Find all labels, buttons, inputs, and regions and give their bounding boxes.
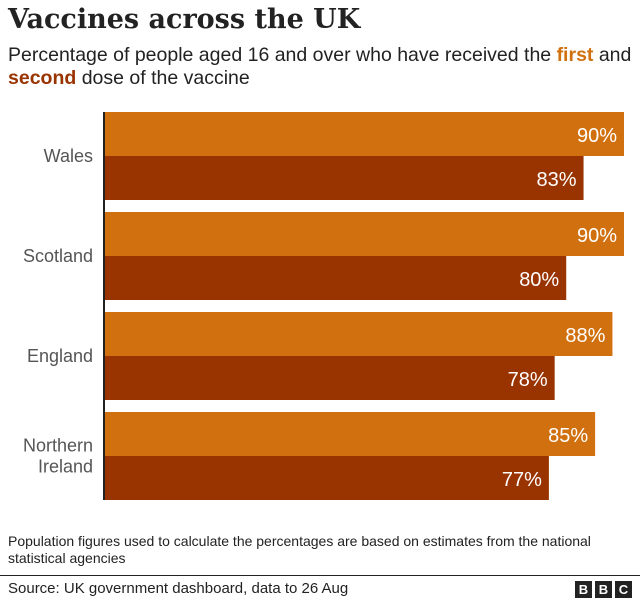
bar-first-dose bbox=[104, 212, 624, 256]
data-label: 77% bbox=[502, 469, 542, 491]
second-dose-key: second bbox=[8, 67, 77, 89]
data-label: 88% bbox=[565, 325, 605, 347]
data-label: 78% bbox=[508, 369, 548, 391]
subtitle-text-and: and bbox=[593, 44, 632, 66]
bar-second-dose bbox=[104, 256, 567, 300]
chart-subtitle: Percentage of people aged 16 and over wh… bbox=[8, 44, 633, 90]
logo-letter: B bbox=[575, 581, 592, 598]
category-label: Northern Ireland bbox=[23, 436, 93, 477]
category-label: Scotland bbox=[23, 246, 93, 266]
bar-second-dose bbox=[104, 456, 549, 500]
data-label: 80% bbox=[519, 269, 559, 291]
bar-first-dose bbox=[104, 412, 596, 456]
data-label: 85% bbox=[548, 425, 588, 447]
footnote: Population figures used to calculate the… bbox=[8, 533, 591, 566]
category-label: Wales bbox=[44, 146, 93, 166]
bbc-logo: B B C bbox=[575, 581, 632, 598]
bar-second-dose bbox=[104, 156, 584, 200]
bar-second-dose bbox=[104, 356, 555, 400]
data-label: 90% bbox=[577, 125, 617, 147]
bar-first-dose bbox=[104, 312, 613, 356]
logo-letter: C bbox=[615, 581, 632, 598]
first-dose-key: first bbox=[556, 44, 594, 66]
chart-title: Vaccines across the UK bbox=[8, 4, 361, 35]
logo-letter: B bbox=[595, 581, 612, 598]
data-label: 90% bbox=[577, 225, 617, 247]
bar-first-dose bbox=[104, 112, 624, 156]
data-label: 83% bbox=[537, 169, 577, 191]
category-label: England bbox=[27, 346, 93, 366]
footer-divider bbox=[0, 575, 640, 576]
subtitle-text-end: dose of the vaccine bbox=[76, 67, 250, 89]
bar-chart: 90%83%Wales90%80%Scotland88%78%England85… bbox=[23, 112, 624, 500]
subtitle-text: Percentage of people aged 16 and over wh… bbox=[8, 44, 557, 66]
source-note: Source: UK government dashboard, data to… bbox=[8, 580, 349, 597]
